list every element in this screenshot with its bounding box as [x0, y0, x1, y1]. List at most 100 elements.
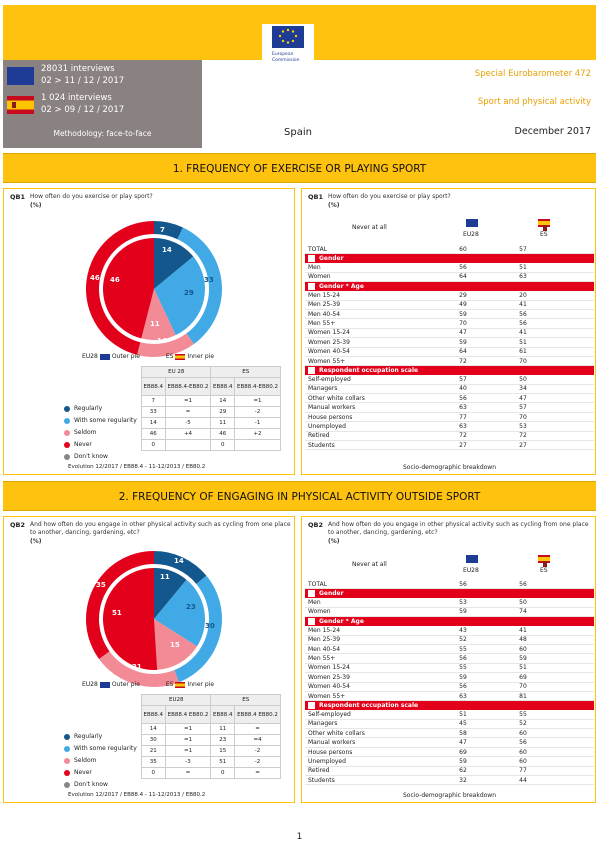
dot-icon	[64, 769, 70, 776]
spain-flag-icon	[175, 353, 186, 360]
cell-value: 53	[459, 599, 467, 607]
cell-value: 41	[519, 329, 527, 337]
inner-label-seldom: 11	[150, 320, 160, 328]
cell: 0	[141, 767, 166, 779]
table-row: Women 25-39 59 51	[305, 338, 594, 348]
cell-value: 70	[519, 357, 527, 365]
table-row: Men 15-24 29 20	[305, 291, 594, 301]
table-row: Women 55+ 63 81	[305, 692, 594, 702]
methodology: Methodology: face-to-face	[53, 129, 152, 138]
row-label: Men 40-54	[308, 645, 341, 653]
cell-value: 57	[519, 245, 527, 253]
cell: =	[234, 767, 281, 779]
outer-label-never: 35	[96, 581, 106, 589]
cell-value: 72	[459, 357, 467, 365]
table-group-es: ES	[210, 694, 281, 706]
eu-flag-icon	[99, 353, 110, 360]
legend-outer: EU28	[82, 353, 98, 360]
table-row: Men 55+ 70 56	[305, 319, 594, 329]
table-row: House persons 69 60	[305, 748, 594, 758]
category-label: Gender * Age	[319, 618, 364, 626]
cell-value: 81	[519, 692, 527, 700]
row-label: Women 55+	[308, 357, 346, 365]
legend-inner: ES	[165, 681, 174, 688]
table-row: House persons 77 70	[305, 413, 594, 423]
cell: 14	[210, 395, 235, 407]
table-row: Managers 45 52	[305, 720, 594, 730]
cell-value: 57	[519, 404, 527, 412]
table-row: Women 25-39 59 69	[305, 673, 594, 683]
cell-value: 59	[459, 608, 467, 616]
table-row: Women 55+ 72 70	[305, 357, 594, 367]
logo-text-2: Commission	[272, 58, 300, 63]
table-row: Men 55+ 56 59	[305, 654, 594, 664]
cell-value: 62	[459, 767, 467, 775]
row-label: House persons	[308, 748, 353, 756]
table-row: Self-employed 57 50	[305, 375, 594, 385]
table-row: Men 25-39 49 41	[305, 301, 594, 310]
cell: =1	[164, 723, 212, 735]
cell-value: 59	[459, 310, 467, 318]
cell-value: 69	[519, 673, 527, 681]
legend-never: Never	[64, 441, 92, 448]
eu-flag-icon	[7, 67, 34, 85]
legend-label: Seldom	[74, 757, 97, 764]
legend-label: With some regularity	[74, 417, 137, 424]
cell-value: 59	[459, 757, 467, 765]
cell-value: 70	[519, 413, 527, 421]
legend-dont-know: Don't know	[64, 781, 108, 788]
cell-value: 74	[519, 608, 527, 616]
category-header: Gender	[305, 589, 594, 599]
row-label: TOTAL	[308, 245, 328, 253]
row-label: TOTAL	[308, 580, 328, 588]
cell-value: 56	[519, 739, 527, 747]
table-row: 35 -3 51 -2	[141, 756, 281, 768]
cell: +2	[234, 428, 281, 440]
table-col: EB88.4 EB80.2	[164, 705, 212, 724]
survey-topic: Sport and physical activity	[477, 97, 591, 107]
dot-icon	[64, 733, 70, 740]
legend-label: Regularly	[74, 405, 103, 412]
cell: 15	[210, 745, 236, 757]
legend-label: With some regularity	[74, 745, 137, 752]
cell-value: 56	[459, 655, 467, 663]
legend-label: Don't know	[74, 453, 108, 460]
eu-flag-icon	[466, 555, 478, 563]
cell-value: 58	[459, 729, 467, 737]
legend-seldom: Seldom	[64, 429, 97, 436]
legend-never: Never	[64, 769, 92, 776]
category-label: Gender	[319, 590, 344, 598]
table-row: 14 =1 11 =	[141, 723, 281, 735]
cell-value: 55	[519, 710, 527, 718]
cell-value: 59	[459, 673, 467, 681]
category-label: Respondent occupation scale	[319, 702, 419, 710]
table-row: Other white collars 58 60	[305, 729, 594, 739]
question-number: QB1	[308, 193, 324, 201]
cell-value: 64	[459, 273, 467, 281]
outer-label-regularly: 14	[174, 557, 184, 565]
row-label: House persons	[308, 413, 353, 421]
outer-label-some-regularity: 30	[205, 622, 215, 630]
cell-value: 20	[519, 291, 527, 299]
column-eu: EU28	[463, 567, 479, 574]
table-row: 0 = 0 =	[141, 767, 281, 779]
table-row: TOTAL 60 57	[305, 245, 594, 255]
cell-value: 72	[459, 432, 467, 440]
table-row: Managers 40 34	[305, 385, 594, 395]
cell-value: 29	[459, 291, 467, 299]
table-group-es: ES	[210, 366, 281, 378]
cell-value: 32	[459, 776, 467, 784]
table-row: Men 56 51	[305, 263, 594, 273]
inner-slice-regularly	[154, 238, 194, 289]
table-row: Students 27 27	[305, 441, 594, 451]
cell: -2	[234, 756, 281, 768]
cell: 0	[141, 439, 166, 451]
category-header: Respondent occupation scale	[305, 366, 594, 376]
cell-value: 60	[519, 645, 527, 653]
table-col: EB88.4-EB80.2	[164, 377, 212, 396]
outer-slice-seldom	[137, 333, 194, 357]
row-label: Men 15-24	[308, 291, 341, 299]
row-label: Women 15-24	[308, 664, 350, 672]
cell-value: 57	[459, 375, 467, 383]
inner-slice-never	[102, 568, 158, 670]
